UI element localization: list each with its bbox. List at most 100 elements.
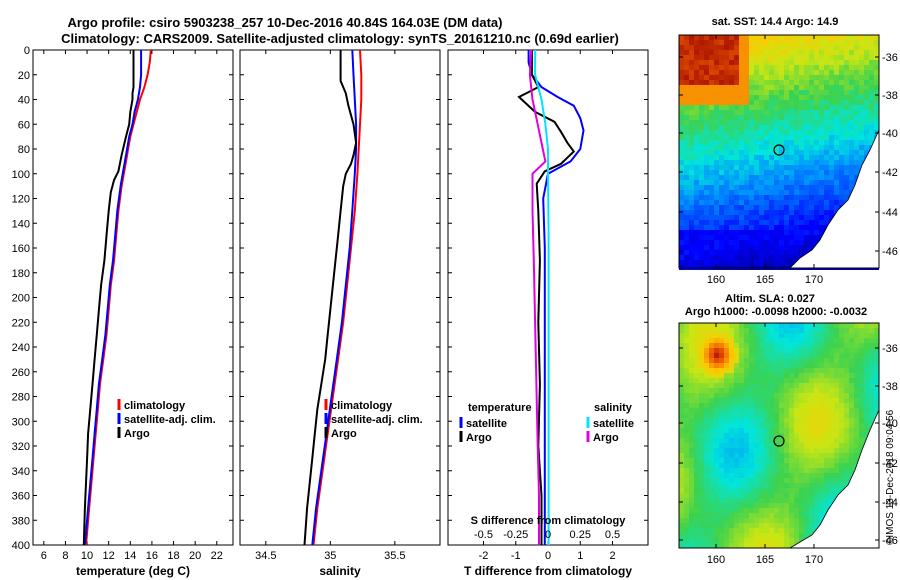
map-cell bbox=[689, 165, 694, 170]
map-cell bbox=[754, 260, 759, 265]
map-cell bbox=[854, 130, 859, 135]
map-cell bbox=[719, 220, 724, 225]
map-cell bbox=[794, 408, 799, 413]
map-cell bbox=[829, 125, 834, 130]
map-cell bbox=[714, 110, 719, 115]
map-cell bbox=[864, 145, 869, 150]
map-cell bbox=[849, 180, 854, 185]
map-cell bbox=[769, 478, 774, 483]
map-cell bbox=[844, 403, 849, 408]
map-cell bbox=[699, 110, 704, 115]
map-cell bbox=[704, 538, 709, 543]
map-cell bbox=[774, 463, 779, 468]
map-cell bbox=[844, 65, 849, 70]
map-cell bbox=[689, 220, 694, 225]
map-cell bbox=[719, 115, 724, 120]
map-cell bbox=[759, 140, 764, 145]
map-cell bbox=[729, 368, 734, 373]
map-cell bbox=[724, 40, 729, 45]
map-cell bbox=[779, 388, 784, 393]
x-tick-label: 35 bbox=[324, 550, 336, 562]
map-cell bbox=[749, 518, 754, 523]
map-cell bbox=[689, 428, 694, 433]
map-cell bbox=[719, 388, 724, 393]
map-cell bbox=[759, 383, 764, 388]
lon-tick-label: 165 bbox=[756, 554, 774, 566]
map-cell bbox=[749, 175, 754, 180]
map-cell bbox=[699, 230, 704, 235]
map-cell bbox=[694, 403, 699, 408]
map-cell bbox=[799, 488, 804, 493]
map-cell bbox=[724, 373, 729, 378]
map-cell bbox=[794, 483, 799, 488]
map-cell bbox=[684, 85, 689, 90]
map-cell bbox=[834, 378, 839, 383]
map-cell bbox=[714, 255, 719, 260]
map-cell bbox=[789, 398, 794, 403]
map-cell bbox=[724, 115, 729, 120]
map-cell bbox=[694, 488, 699, 493]
map-cell bbox=[814, 428, 819, 433]
map-cell bbox=[729, 70, 734, 75]
map-cell bbox=[714, 448, 719, 453]
map-cell bbox=[849, 115, 854, 120]
map-cell bbox=[809, 418, 814, 423]
map-cell bbox=[814, 105, 819, 110]
map-cell bbox=[729, 483, 734, 488]
map-cell bbox=[774, 373, 779, 378]
y-tick-label: 360 bbox=[12, 491, 30, 503]
map-cell bbox=[814, 333, 819, 338]
map-cell bbox=[799, 110, 804, 115]
map-cell bbox=[809, 35, 814, 40]
map-cell bbox=[679, 363, 684, 368]
map-cell bbox=[694, 508, 699, 513]
map-cell bbox=[829, 363, 834, 368]
map-cell bbox=[839, 175, 844, 180]
map-cell bbox=[734, 50, 739, 55]
map-cell bbox=[774, 518, 779, 523]
map-cell bbox=[679, 100, 684, 105]
map-cell bbox=[744, 443, 749, 448]
map-cell bbox=[804, 245, 809, 250]
map-cell bbox=[789, 348, 794, 353]
map-cell bbox=[744, 40, 749, 45]
map-cell bbox=[784, 165, 789, 170]
map-cell bbox=[699, 428, 704, 433]
map-cell bbox=[729, 255, 734, 260]
map-cell bbox=[774, 513, 779, 518]
map-cell bbox=[679, 195, 684, 200]
map-cell bbox=[694, 185, 699, 190]
map-cell bbox=[859, 140, 864, 145]
map-cell bbox=[734, 175, 739, 180]
map-cell bbox=[744, 538, 749, 543]
map-cell bbox=[694, 468, 699, 473]
map-cell bbox=[844, 328, 849, 333]
map-cell bbox=[869, 353, 874, 358]
map-cell bbox=[759, 498, 764, 503]
map-cell bbox=[839, 483, 844, 488]
map-cell bbox=[769, 343, 774, 348]
map-cell bbox=[769, 363, 774, 368]
map-cell bbox=[689, 403, 694, 408]
map-cell bbox=[709, 353, 714, 358]
map-cell bbox=[769, 175, 774, 180]
map-cell bbox=[874, 95, 879, 100]
legend-entry: satellite-adj. clim. bbox=[124, 414, 216, 426]
map-cell bbox=[799, 215, 804, 220]
map-cell bbox=[809, 478, 814, 483]
map-cell bbox=[744, 235, 749, 240]
map-cell bbox=[679, 165, 684, 170]
map-cell bbox=[714, 348, 719, 353]
legend-entry: climatology bbox=[124, 400, 186, 412]
map-cell bbox=[814, 398, 819, 403]
map-cell bbox=[679, 493, 684, 498]
x-tick-label: 18 bbox=[167, 550, 179, 562]
map-cell bbox=[864, 358, 869, 363]
map-cell bbox=[819, 323, 824, 328]
map-cell bbox=[829, 170, 834, 175]
map-cell bbox=[849, 65, 854, 70]
map-cell bbox=[804, 443, 809, 448]
map-cell bbox=[804, 528, 809, 533]
map-cell bbox=[744, 225, 749, 230]
map-cell bbox=[814, 408, 819, 413]
